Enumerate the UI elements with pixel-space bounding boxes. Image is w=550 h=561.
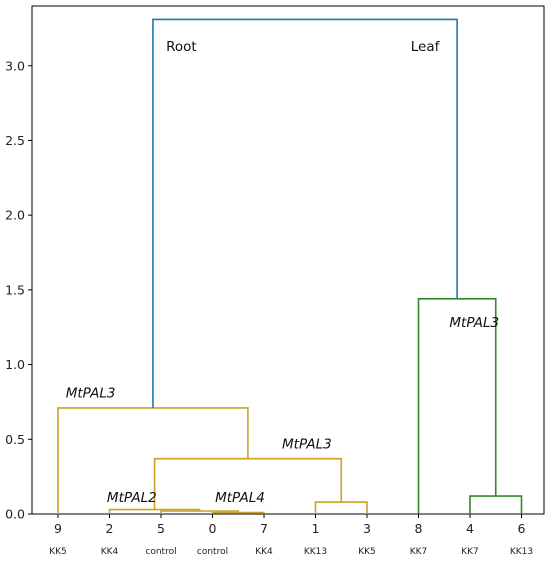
dendrogram-link xyxy=(314,501,368,514)
annotation-label: MtPAL2 xyxy=(107,490,157,506)
annotation-label: MtPAL3 xyxy=(449,315,499,331)
dendrogram-link xyxy=(108,508,201,514)
y-tick-label: 1.5 xyxy=(5,282,25,297)
leaf-label: 3 xyxy=(363,521,371,536)
leaf-label: 8 xyxy=(415,521,423,536)
dendrogram-link xyxy=(152,18,458,408)
dendrogram-link xyxy=(153,457,343,510)
leaf-sample-label: KK7 xyxy=(461,547,479,557)
leaf-label: 4 xyxy=(466,521,474,536)
dendrogram-link xyxy=(469,495,523,514)
leaf-sample-label: KK7 xyxy=(410,547,428,557)
leaf-label: 5 xyxy=(157,521,165,536)
y-tick-label: 1.0 xyxy=(5,357,25,372)
y-tick-label: 2.0 xyxy=(5,208,25,223)
leaf-label: 2 xyxy=(106,521,114,536)
dendrogram-link xyxy=(211,511,265,514)
dendrogram-link xyxy=(160,510,240,514)
leaf-sample-label: KK5 xyxy=(358,547,376,557)
leaf-sample-label: KK4 xyxy=(101,547,119,557)
leaf-label: 6 xyxy=(518,521,526,536)
annotation-label: MtPAL3 xyxy=(282,436,332,452)
dendrogram-link xyxy=(57,407,249,514)
leaf-sample-label: control xyxy=(197,547,228,557)
leaf-sample-label: control xyxy=(145,547,176,557)
annotation-label: MtPAL4 xyxy=(215,490,265,506)
annotation-label: Root xyxy=(166,39,197,55)
leaf-sample-label: KK13 xyxy=(510,547,533,557)
y-tick-label: 0.5 xyxy=(5,432,25,447)
plot-frame xyxy=(31,5,545,515)
y-tick-label: 0.0 xyxy=(5,507,25,522)
leaf-sample-label: KK4 xyxy=(255,547,273,557)
leaf-label: 9 xyxy=(54,521,62,536)
leaf-label: 1 xyxy=(312,521,320,536)
leaf-sample-label: KK13 xyxy=(304,547,327,557)
annotation-label: MtPAL3 xyxy=(66,385,116,401)
leaf-label: 7 xyxy=(260,521,268,536)
annotation-label: Leaf xyxy=(411,39,441,55)
y-tick-label: 3.0 xyxy=(5,58,25,73)
y-tick-label: 2.5 xyxy=(5,133,25,148)
leaf-sample-label: KK5 xyxy=(49,547,67,557)
leaf-label: 0 xyxy=(209,521,217,536)
